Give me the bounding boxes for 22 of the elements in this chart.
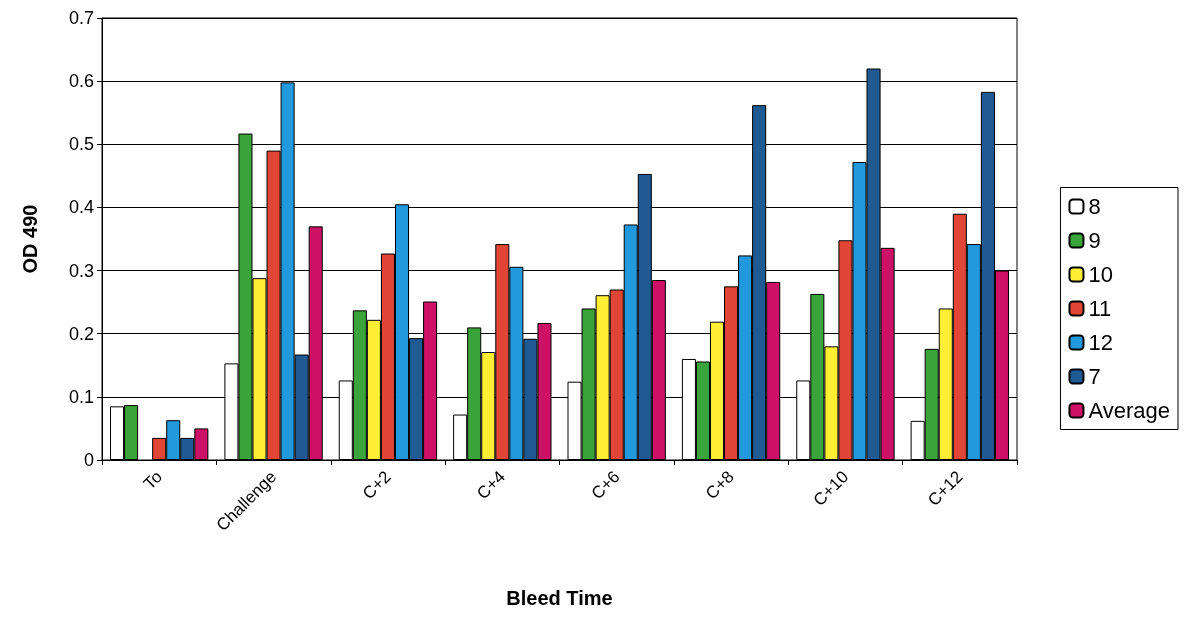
y-axis-title: OD 490 bbox=[19, 204, 41, 274]
y-tick-label: 0.4 bbox=[68, 197, 94, 218]
legend-label: 7 bbox=[1088, 364, 1101, 389]
legend-label: 9 bbox=[1088, 228, 1101, 253]
x-tick-label: C+4 bbox=[473, 467, 510, 504]
y-tick-label: 0.2 bbox=[68, 323, 94, 344]
y-tick-label: 0 bbox=[83, 450, 94, 470]
x-axis-title: Bleed Time bbox=[506, 587, 613, 609]
x-tick-label: C+2 bbox=[358, 467, 395, 504]
y-tick-label: 0.7 bbox=[68, 8, 94, 28]
legend-label: Average bbox=[1088, 398, 1170, 423]
y-tick-label: 0.1 bbox=[68, 386, 94, 407]
x-tick-label: C+8 bbox=[701, 467, 738, 504]
legend-label: 8 bbox=[1088, 194, 1101, 219]
legend-label: 12 bbox=[1088, 330, 1113, 355]
y-tick-label: 0.6 bbox=[68, 71, 94, 92]
x-tick-label: To bbox=[139, 467, 166, 494]
x-tick-label: C+6 bbox=[587, 467, 624, 504]
y-tick-label: 0.3 bbox=[68, 260, 94, 281]
y-tick-label: 0.5 bbox=[68, 134, 94, 155]
legend-label: 10 bbox=[1088, 262, 1113, 287]
legend-label: 11 bbox=[1088, 296, 1112, 321]
